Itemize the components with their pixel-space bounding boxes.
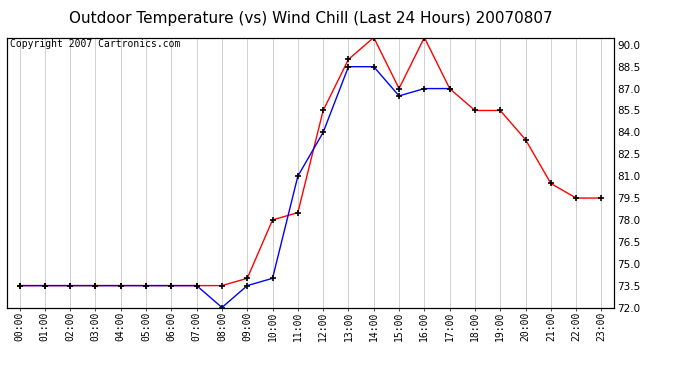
Text: Copyright 2007 Cartronics.com: Copyright 2007 Cartronics.com [10,39,180,49]
Text: Outdoor Temperature (vs) Wind Chill (Last 24 Hours) 20070807: Outdoor Temperature (vs) Wind Chill (Las… [69,11,552,26]
